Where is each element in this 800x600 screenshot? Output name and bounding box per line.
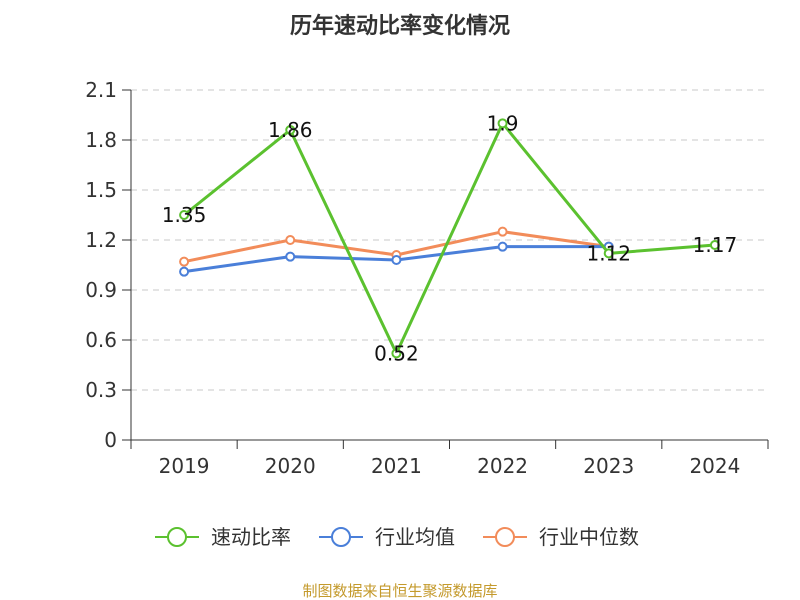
legend-item[interactable]: 行业中位数 — [483, 525, 639, 549]
data-point — [285, 235, 296, 245]
y-tick-label: 1.5 — [85, 178, 117, 202]
data-point — [497, 226, 508, 237]
data-point — [391, 255, 402, 265]
data-label: 1.17 — [693, 233, 738, 257]
data-label: 1.9 — [487, 111, 519, 135]
data-label: 1.86 — [268, 118, 313, 142]
y-tick-label: 0.9 — [85, 278, 117, 302]
x-tick-label: 2021 — [371, 454, 422, 478]
data-point — [709, 240, 720, 250]
x-tick-label: 2022 — [477, 454, 528, 478]
x-tick-label: 2019 — [159, 454, 210, 478]
legend-label: 速动比率 — [211, 525, 291, 549]
axis-layer: 0 0.3 0.6 0.9 1.2 1.5 1.8 2.1 2019 2020 2021 2022 20… — [85, 78, 769, 478]
legend-label: 行业均值 — [375, 525, 455, 549]
x-tick-label: 2024 — [689, 454, 740, 478]
data-label: 1.12 — [586, 241, 631, 265]
y-tick-label: 0.3 — [85, 378, 117, 402]
source-note: 制图数据来自恒生聚源数据库 — [302, 582, 497, 600]
y-tick-label: 1.8 — [85, 128, 117, 152]
series-layer — [179, 118, 720, 359]
y-tick-label: 1.2 — [85, 228, 117, 252]
data-point — [497, 118, 508, 129]
legend-marker-circle — [495, 527, 515, 547]
legend-label: 行业中位数 — [539, 525, 639, 549]
series-line-0 — [183, 121, 716, 355]
legend-marker-circle — [167, 527, 187, 547]
data-point — [179, 256, 190, 267]
legend-marker-circle — [331, 527, 351, 547]
data-point — [179, 266, 190, 277]
data-point — [285, 251, 296, 262]
grid-layer — [131, 89, 768, 391]
y-tick-label: 2.1 — [85, 78, 117, 102]
data-point — [179, 210, 190, 220]
data-label: 0.52 — [374, 341, 419, 365]
y-tick-label: 0.6 — [85, 328, 117, 352]
y-tick-label: 0 — [104, 428, 117, 452]
data-point — [497, 241, 508, 252]
data-label-layer: 1.35 1.86 0.52 1.9 1.12 1.17 — [162, 111, 737, 365]
chart-title: 历年速动比率变化情况 — [290, 13, 510, 39]
data-point — [285, 125, 296, 135]
legend-item[interactable]: 速动比率 — [155, 525, 291, 549]
data-point — [391, 348, 402, 359]
data-point — [603, 248, 614, 259]
x-tick-label: 2020 — [265, 454, 316, 478]
legend: 速动比率 行业均值 行业中位数 — [155, 525, 639, 549]
legend-item[interactable]: 行业均值 — [319, 525, 455, 549]
data-label: 1.35 — [162, 203, 207, 227]
x-tick-label: 2023 — [583, 454, 634, 478]
